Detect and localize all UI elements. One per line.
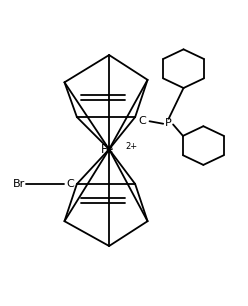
Text: C: C [67,179,75,189]
Text: Br: Br [13,179,25,189]
Text: P: P [165,118,172,128]
Text: Fe: Fe [101,143,115,156]
Text: 2+: 2+ [125,142,137,151]
Text: C: C [139,116,147,126]
